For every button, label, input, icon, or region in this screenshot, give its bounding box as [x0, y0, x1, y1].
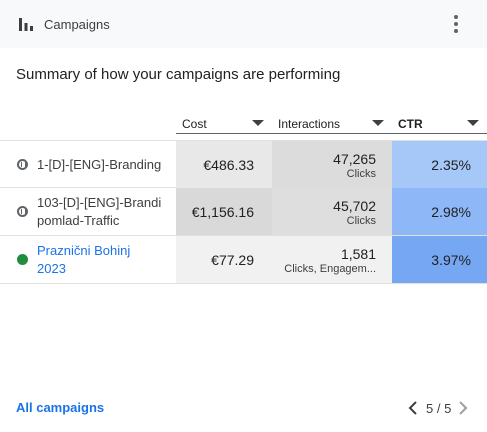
- table-row: 103-[D]-[ENG]-Brandin pomlad-Traffic €1,…: [0, 188, 487, 236]
- column-header-ctr[interactable]: CTR: [392, 112, 487, 134]
- cost-cell: €486.33: [176, 141, 272, 188]
- card-title: Campaigns: [44, 17, 110, 32]
- campaign-name: 103-[D]-[ENG]-Brandin pomlad-Traffic: [37, 195, 161, 228]
- active-status-icon: [17, 254, 28, 265]
- bar-chart-icon: [19, 18, 33, 31]
- cost-cell: €77.29: [176, 236, 272, 283]
- ctr-cell: 2.35%: [392, 141, 487, 188]
- dropdown-arrow-icon: [372, 120, 384, 126]
- interactions-cell: 1,581 Clicks, Engagem...: [272, 236, 392, 283]
- chevron-left-icon[interactable]: [406, 400, 420, 416]
- ctr-cell: 3.97%: [392, 236, 487, 283]
- table-row: Praznični Bohinj 2023 €77.29 1,581 Click…: [0, 236, 487, 284]
- dropdown-arrow-icon: [467, 120, 479, 126]
- ctr-cell: 2.98%: [392, 188, 487, 235]
- column-header-interactions[interactable]: Interactions: [272, 112, 392, 134]
- paused-status-icon: [17, 206, 28, 217]
- interactions-cell: 47,265 Clicks: [272, 141, 392, 188]
- more-vert-icon[interactable]: [446, 12, 466, 36]
- chevron-right-icon[interactable]: [456, 400, 470, 416]
- column-header-cost[interactable]: Cost: [176, 112, 272, 134]
- summary-heading: Summary of how your campaigns are perfor…: [16, 66, 341, 83]
- card-header: Campaigns: [0, 0, 487, 48]
- all-campaigns-link[interactable]: All campaigns: [16, 400, 105, 415]
- table-row: 1-[D]-[ENG]-Branding €486.33 47,265 Clic…: [0, 140, 487, 188]
- campaign-name: 1-[D]-[ENG]-Branding: [37, 157, 161, 172]
- dropdown-arrow-icon: [252, 120, 264, 126]
- paused-status-icon: [17, 159, 28, 170]
- pagination: 5 / 5: [404, 398, 474, 418]
- interactions-cell: 45,702 Clicks: [272, 188, 392, 235]
- campaign-name-link[interactable]: Praznični Bohinj 2023: [37, 243, 131, 276]
- page-count: 5 / 5: [426, 401, 452, 416]
- cost-cell: €1,156.16: [176, 188, 272, 235]
